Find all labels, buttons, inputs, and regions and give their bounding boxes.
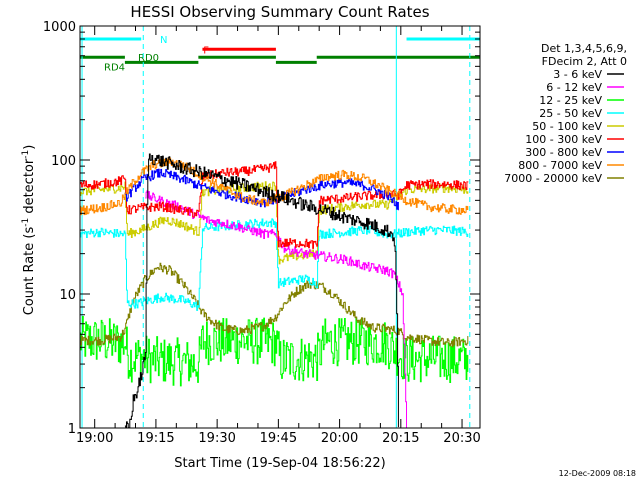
flag-label-f: F <box>203 45 209 56</box>
y-label-end: ) <box>22 145 37 150</box>
x-tick-label-1: 19:15 <box>137 431 174 446</box>
legend-entry-label-0: 3 - 6 keV <box>553 68 602 81</box>
legend-entry-label-1: 6 - 12 keV <box>546 81 602 94</box>
x-tick-label-2: 19:30 <box>198 431 235 446</box>
x-tick-label-5: 20:15 <box>382 431 419 446</box>
legend: Det 1,3,4,5,6,9,FDecim 2, Att 03 - 6 keV… <box>504 42 627 185</box>
series-line-50-100-kev <box>80 181 469 265</box>
legend-entry-label-6: 300 - 800 keV <box>525 146 602 159</box>
series-line-3-6-kev <box>124 153 399 429</box>
series-line-25-50-kev <box>80 218 469 311</box>
x-axis-label: Start Time (19-Sep-04 18:56:22) <box>174 456 385 471</box>
y-axis-label: Count Rate (s-1 detector-1) <box>21 145 37 316</box>
legend-entry-label-5: 100 - 300 keV <box>525 133 602 146</box>
legend-entry-label-3: 25 - 50 keV <box>539 107 602 120</box>
x-tick-label-0: 19:00 <box>76 431 113 446</box>
y-tick-label-3: 1000 <box>43 20 76 35</box>
legend-entry-label-7: 800 - 7000 keV <box>518 159 602 172</box>
plot-frame <box>79 25 481 429</box>
flag-bars: N F RD0 RD4 <box>80 35 480 73</box>
series-lines <box>80 153 469 429</box>
x-tick-label-6: 20:30 <box>443 431 480 446</box>
y-label-exp2: -1 <box>21 150 31 159</box>
series-line-12-25-kev <box>80 316 469 387</box>
series-line-100-300-kev <box>80 161 469 249</box>
y-tick-label-1: 10 <box>59 288 76 303</box>
y-tick-label-2: 100 <box>51 154 76 169</box>
generation-timestamp: 12-Dec-2009 08:18 <box>559 469 636 478</box>
axes: 19:00 19:15 19:30 19:45 20:00 20:15 20:30 1 10 10… <box>43 20 481 446</box>
y-label-main: Count Rate (s <box>22 227 37 316</box>
chart-title: HESSI Observing Summary Count Rates <box>130 3 429 21</box>
flag-label-rd0: RD0 <box>138 53 159 64</box>
legend-entry-label-8: 7000 - 20000 keV <box>504 172 602 185</box>
legend-header-line-0: Det 1,3,4,5,6,9, <box>541 42 627 55</box>
y-label-exp1: -1 <box>21 218 31 227</box>
x-tick-label-3: 19:45 <box>260 431 297 446</box>
y-label-mid: detector <box>22 158 37 218</box>
legend-entry-label-4: 50 - 100 keV <box>532 120 602 133</box>
series-line-7000-20000-kev <box>80 262 469 348</box>
legend-entry-label-2: 12 - 25 keV <box>539 94 602 107</box>
x-tick-label-4: 20:00 <box>321 431 358 446</box>
flag-label-rd4: RD4 <box>104 62 125 73</box>
legend-header-line-1: FDecim 2, Att 0 <box>542 55 627 68</box>
flag-label-n: N <box>160 35 167 46</box>
y-tick-label-0: 1 <box>68 422 76 437</box>
